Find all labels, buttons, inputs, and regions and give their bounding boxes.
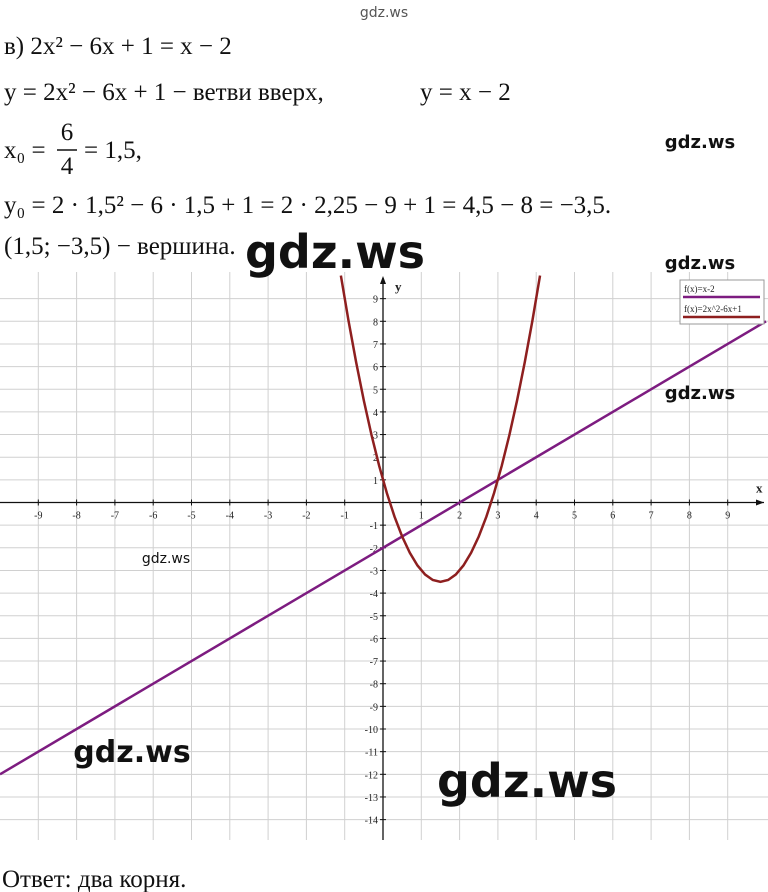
y-tick-label: -13	[365, 793, 378, 804]
watermark: gdz.ws	[665, 253, 735, 274]
y-tick-label: 4	[373, 408, 378, 419]
watermark: gdz.ws	[360, 5, 408, 21]
x-tick-label: 7	[649, 511, 654, 522]
formula-line: y₀ = 2 · 1,5² − 6 · 1,5 + 1 = 2 · 2,25 −…	[4, 192, 611, 219]
y-tick-label: 3	[373, 431, 378, 442]
x-tick-label: -7	[111, 511, 119, 522]
watermark: gdz.ws	[245, 225, 425, 279]
x-tick-label: 5	[572, 511, 577, 522]
x-tick-label: -8	[72, 511, 80, 522]
function-curve	[0, 320, 767, 776]
y-axis-label: y	[395, 279, 402, 294]
plot-area	[0, 275, 767, 776]
watermark: gdz.ws	[73, 735, 190, 770]
y-tick-label: -7	[370, 657, 378, 668]
answer: Ответ: два корня.	[2, 866, 186, 892]
watermark: gdz.ws	[665, 383, 735, 404]
x-tick-label: -5	[187, 511, 195, 522]
y-tick-label: -12	[365, 770, 378, 781]
x-tick-label: 1	[419, 511, 424, 522]
y-tick-label: -4	[370, 589, 378, 600]
watermark: gdz.ws	[437, 754, 617, 808]
y-tick-label: 2	[373, 453, 378, 464]
y-tick-label: 6	[373, 363, 378, 374]
y-tick-label: -6	[370, 634, 378, 645]
formula-rhs: = 1,5,	[84, 137, 142, 164]
y-tick-label: -2	[370, 544, 378, 555]
fraction-denominator: 4	[61, 153, 74, 180]
x-tick-label: -4	[226, 511, 234, 522]
formula-line: (1,5; −3,5) − вершина.	[4, 233, 236, 260]
x-tick-label: -9	[34, 511, 42, 522]
fraction-numerator: 6	[61, 119, 74, 146]
formula-lhs: x₀ =	[4, 137, 46, 164]
y-tick-label: 7	[373, 340, 378, 351]
y-tick-label: -1	[370, 521, 378, 532]
x-tick-label: -3	[264, 511, 272, 522]
x-axis-label: x	[756, 481, 763, 496]
formula-line: в) 2x² − 6x + 1 = x − 2	[4, 33, 232, 60]
x-tick-label: 2	[457, 511, 462, 522]
formula-line: y = 2x² − 6x + 1 − ветви вверх,	[4, 79, 324, 106]
y-tick-label: 5	[373, 385, 378, 396]
y-tick-label: -3	[370, 566, 378, 577]
formula-line: y = x − 2	[420, 79, 511, 106]
x-tick-label: 9	[725, 511, 730, 522]
x-tick-label: -2	[302, 511, 310, 522]
legend-label: f(x)=x-2	[684, 284, 715, 294]
x-tick-label: -6	[149, 511, 157, 522]
legend-label: f(x)=2x^2-6x+1	[684, 304, 742, 314]
x-tick-label: 3	[495, 511, 500, 522]
x-tick-label: 6	[610, 511, 615, 522]
watermark: gdz.ws	[665, 132, 735, 153]
watermarks: gdz.ws gdz.ws gdz.ws gdz.ws gdz.ws gdz.ws gdz.…	[73, 132, 735, 808]
y-tick-label: -11	[365, 748, 378, 759]
y-axis-arrow	[380, 276, 386, 284]
x-tick-label: 4	[534, 511, 539, 522]
watermark: gdz.ws	[142, 551, 190, 567]
x-axis-arrow	[756, 499, 764, 506]
y-tick-label: -8	[370, 680, 378, 691]
y-tick-label: 1	[373, 476, 378, 487]
y-tick-label: -9	[370, 702, 378, 713]
x-tick-label: 8	[687, 511, 692, 522]
y-tick-label: 8	[373, 317, 378, 328]
x-tick-label: -1	[341, 511, 349, 522]
y-tick-label: -5	[370, 612, 378, 623]
y-tick-label: 9	[373, 295, 378, 306]
graph: xy-9 -8 -7 -6 -5 -4 -3 -2 -1 1 2 3 4 5 6 7 8 9-14-13-12-1…	[0, 272, 768, 840]
y-tick-label: -14	[365, 816, 378, 827]
y-tick-label: -10	[365, 725, 378, 736]
function-curve	[339, 275, 542, 584]
